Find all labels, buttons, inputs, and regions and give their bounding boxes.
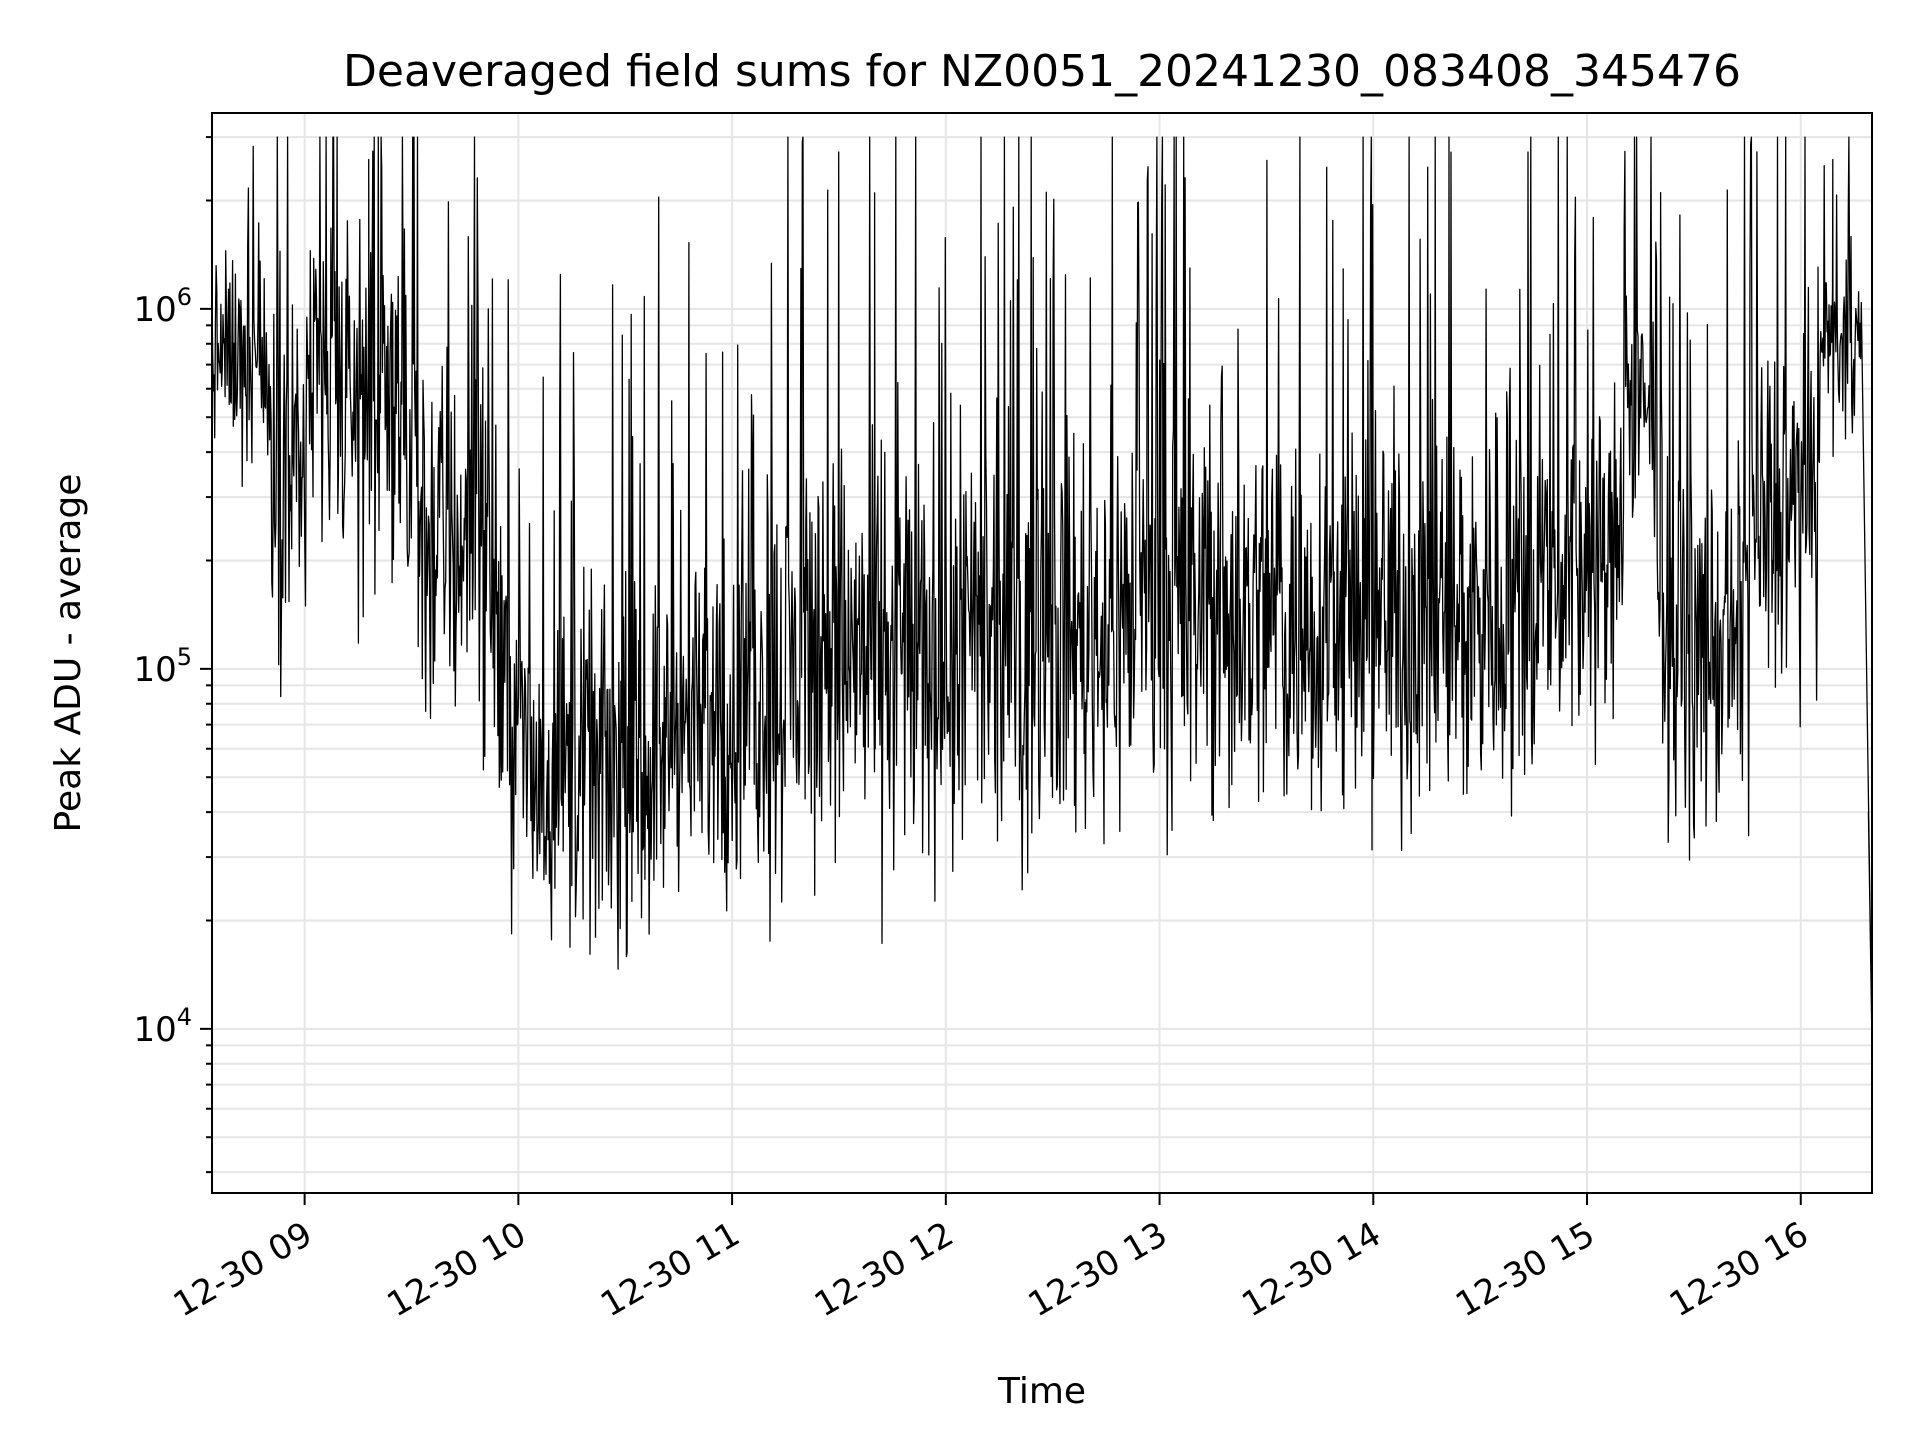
data-series xyxy=(211,136,1873,1046)
y-tick-label: 105 xyxy=(133,643,192,690)
grid-lines xyxy=(212,113,1872,1193)
y-axis-label: Peak ADU - average xyxy=(48,474,89,833)
x-axis-label: Time xyxy=(997,1371,1086,1412)
chart-title: Deaveraged field sums for NZ0051_2024123… xyxy=(343,46,1741,97)
y-tick-label: 106 xyxy=(133,283,192,330)
y-axis: 104 105 106 xyxy=(133,136,212,1174)
plot-frame xyxy=(211,112,1873,1194)
y-tick-label: 104 xyxy=(133,1003,192,1050)
series-line xyxy=(211,136,1873,1046)
